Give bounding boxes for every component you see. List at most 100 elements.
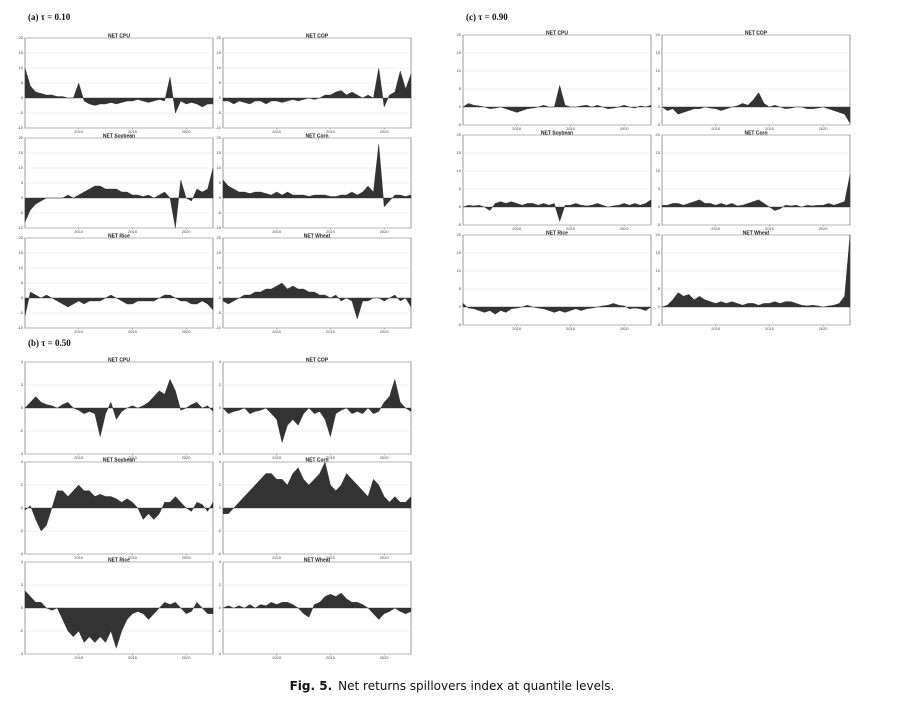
y-tick-label: 15 <box>217 150 222 155</box>
y-tick-label: 0 <box>21 605 24 610</box>
x-tick-label: 2020 <box>819 126 829 131</box>
y-tick-label: 10 <box>19 165 24 170</box>
y-tick-label: 2 <box>21 582 24 587</box>
y-tick-label: -10 <box>17 125 24 130</box>
x-tick-label: 2020 <box>182 329 192 334</box>
y-tick-label: 10 <box>656 68 661 73</box>
y-tick-label: -5 <box>457 322 461 327</box>
x-tick-label: 2020 <box>620 326 630 331</box>
y-tick-label: 0 <box>21 95 24 100</box>
y-tick-label: 20 <box>656 32 661 37</box>
caption: Fig. 5. Net returns spillovers index at q… <box>290 679 615 693</box>
y-tick-label: -2 <box>19 528 23 533</box>
y-tick-label: 0 <box>658 304 661 309</box>
panel-title: NET Wheat <box>304 234 331 240</box>
x-tick-label: 2020 <box>182 229 192 234</box>
y-tick-label: 10 <box>656 168 661 173</box>
y-tick-label: 2 <box>219 382 222 387</box>
x-tick-label: 2010 <box>512 326 522 331</box>
y-tick-label: 15 <box>656 50 661 55</box>
area-series <box>222 67 412 108</box>
y-tick-label: -5 <box>656 222 660 227</box>
y-tick-label: 5 <box>459 86 462 91</box>
group-label: (a) τ = 0.10 <box>28 12 71 22</box>
group-label: (c) τ = 0.90 <box>466 12 508 22</box>
x-tick-label: 2010 <box>711 126 721 131</box>
y-tick-label: 15 <box>457 250 462 255</box>
y-tick-label: 15 <box>457 150 462 155</box>
y-tick-label: -5 <box>656 122 660 127</box>
area-series <box>661 174 851 211</box>
x-tick-label: 2015 <box>765 326 775 331</box>
x-tick-label: 2020 <box>182 455 192 460</box>
x-tick-label: 2020 <box>380 655 390 660</box>
y-tick-label: 4 <box>219 359 222 364</box>
y-tick-label: 20 <box>656 132 661 137</box>
panel-title: NET CPU <box>546 31 568 37</box>
y-tick-label: 4 <box>21 459 24 464</box>
panel-frame <box>661 134 851 226</box>
area-series <box>222 592 412 620</box>
y-tick-label: 10 <box>217 65 222 70</box>
y-tick-label: 0 <box>219 405 222 410</box>
x-tick-label: 2020 <box>182 655 192 660</box>
x-tick-label: 2015 <box>128 229 138 234</box>
panel-title: NET Soybean <box>103 458 135 464</box>
y-tick-label: -5 <box>217 110 221 115</box>
y-tick-label: 5 <box>21 280 24 285</box>
y-tick-label: -4 <box>217 451 221 456</box>
x-tick-label: 2010 <box>272 329 282 334</box>
y-tick-label: 15 <box>19 250 24 255</box>
y-tick-label: -5 <box>457 122 461 127</box>
area-series <box>222 143 412 208</box>
y-tick-label: 5 <box>219 80 222 85</box>
y-tick-label: 5 <box>459 286 462 291</box>
y-tick-label: 5 <box>658 186 661 191</box>
x-tick-label: 2010 <box>272 655 282 660</box>
y-tick-label: 10 <box>457 268 462 273</box>
y-tick-label: -5 <box>19 310 23 315</box>
y-tick-label: -10 <box>17 225 24 230</box>
panel-title: NET Wheat <box>743 231 770 237</box>
x-tick-label: 2010 <box>74 455 84 460</box>
y-tick-label: 15 <box>19 150 24 155</box>
y-tick-label: 20 <box>19 35 24 40</box>
x-tick-label: 2015 <box>128 329 138 334</box>
area-series <box>24 484 214 532</box>
x-tick-label: 2020 <box>182 129 192 134</box>
x-tick-label: 2015 <box>128 555 138 560</box>
area-series <box>24 378 214 437</box>
y-tick-label: 0 <box>21 295 24 300</box>
y-tick-label: 0 <box>219 295 222 300</box>
y-tick-label: -4 <box>217 551 221 556</box>
x-tick-label: 2010 <box>272 129 282 134</box>
x-tick-label: 2020 <box>182 555 192 560</box>
panel-title: NET Rice <box>108 234 130 240</box>
y-tick-label: 10 <box>217 165 222 170</box>
y-tick-label: 2 <box>21 482 24 487</box>
y-tick-label: -4 <box>19 651 23 656</box>
y-tick-label: 5 <box>658 286 661 291</box>
y-tick-label: 10 <box>217 265 222 270</box>
panel-title: NET Corn <box>744 131 767 137</box>
x-tick-label: 2015 <box>128 129 138 134</box>
area-series <box>222 378 412 444</box>
y-tick-label: 15 <box>656 150 661 155</box>
y-tick-label: 15 <box>19 50 24 55</box>
y-tick-label: -4 <box>19 451 23 456</box>
x-tick-label: 2010 <box>74 129 84 134</box>
y-tick-label: 20 <box>457 232 462 237</box>
area-series <box>661 92 851 124</box>
y-tick-label: 2 <box>21 382 24 387</box>
panel-title: NET CPU <box>108 34 130 40</box>
caption-number: Fig. 5. <box>290 679 333 693</box>
x-tick-label: 2015 <box>326 555 336 560</box>
y-tick-label: -10 <box>17 325 24 330</box>
x-tick-label: 2015 <box>326 229 336 234</box>
y-tick-label: 2 <box>219 482 222 487</box>
x-tick-label: 2015 <box>326 455 336 460</box>
y-tick-label: -4 <box>19 551 23 556</box>
area-series <box>24 67 214 114</box>
y-tick-label: 0 <box>459 204 462 209</box>
